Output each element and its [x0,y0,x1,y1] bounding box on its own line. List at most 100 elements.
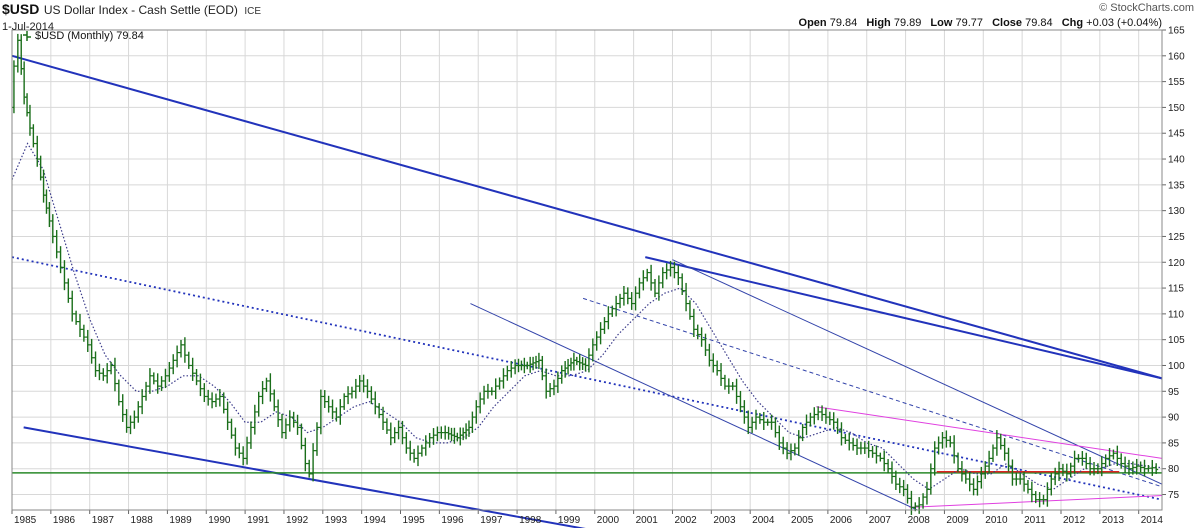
x-tick-label: 2013 [1102,515,1125,526]
price-bar [555,371,560,393]
price-bar [901,479,906,497]
price-bar [820,405,825,422]
copyright-label: © StockCharts.com [1099,2,1194,14]
price-bar [1053,467,1058,486]
price-bar [489,387,494,396]
price-bar [501,368,506,389]
price-bar [905,484,910,504]
price-bar [112,357,117,392]
price-bar [151,372,156,385]
price-bar [221,392,226,414]
price-bar [1115,445,1120,466]
price-bar [408,440,413,461]
price-bar [381,406,386,430]
price-bar [586,348,591,373]
price-bar [990,444,995,462]
price-bar [629,292,634,310]
price-bar [707,343,712,367]
grid-lines [11,29,1162,510]
price-bar [144,381,149,401]
price-bar [1076,454,1081,463]
price-bar [202,383,207,403]
trendline-thick [23,426,586,528]
price-bar [893,470,898,491]
price-bar [866,440,871,458]
price-bar [198,373,203,397]
price-bar [175,345,180,368]
y-tick-label: 140 [1168,155,1185,166]
trendline-dashed [582,297,1163,488]
price-bar [897,477,902,494]
price-bar [614,295,619,317]
y-tick-label: 145 [1168,129,1185,140]
y-tick-label: 85 [1168,438,1180,449]
price-bar [1150,459,1155,476]
price-bar [1014,472,1019,486]
price-bar [816,406,821,421]
plot-border [11,29,1163,511]
price-bar [687,300,692,320]
price-bar [485,383,490,399]
price-bar [237,443,242,459]
price-bar [827,411,832,426]
price-bar [1146,465,1151,472]
price-bar [633,286,638,311]
price-bar [431,428,436,445]
price-bar [855,438,860,455]
price-bar [474,400,479,424]
price-bar [645,268,650,282]
x-tick-label: 2011 [1024,515,1046,526]
price-bar [594,331,599,351]
price-bar [206,389,211,406]
price-bar [384,418,389,434]
price-bar [229,418,234,439]
price-bar [656,275,661,301]
price-bar [684,282,689,312]
price-bar [1006,447,1011,472]
price-bar [342,393,347,410]
price-bar [610,305,615,317]
price-bar [831,412,836,430]
x-tick-label: 1994 [364,515,387,526]
price-bar [606,306,611,330]
price-bar [742,400,747,424]
price-bar [909,490,914,515]
price-bar [769,414,774,430]
x-tick-label: 2004 [752,515,775,526]
y-tick-label: 100 [1168,361,1185,372]
price-bar [295,414,300,435]
price-bar [738,390,743,413]
x-tick-label: 2014 [1141,515,1164,526]
price-bar [1033,491,1038,504]
price-bar [505,365,510,381]
price-bar [921,493,926,509]
price-bar [74,310,79,325]
price-bar [672,261,677,279]
price-bar [703,333,708,357]
price-bar [361,374,366,393]
price-bar [369,386,374,405]
price-bar [812,407,817,425]
price-bar [839,422,844,446]
price-bar [1057,461,1062,481]
chart-date: 1-Jul-2014 [2,21,54,33]
x-tick-label: 1999 [558,515,581,526]
price-bar [318,389,323,435]
price-bar [983,461,988,479]
price-bar [1119,453,1124,469]
trendline-thin [470,303,918,511]
chart-legend: $USD (Monthly) 79.84 [22,30,144,42]
change-label: Chg [1061,17,1084,29]
price-bar [70,290,75,322]
price-bar [1126,459,1131,475]
price-bar [1072,450,1077,474]
price-bar [754,409,759,430]
price-bar [924,481,929,505]
price-bar [186,351,191,369]
price-bar [695,324,700,340]
price-bar [800,424,805,442]
price-bar [1107,448,1112,467]
price-bar [1123,456,1128,474]
y-tick-label: 135 [1168,180,1185,191]
price-bar [167,361,172,382]
